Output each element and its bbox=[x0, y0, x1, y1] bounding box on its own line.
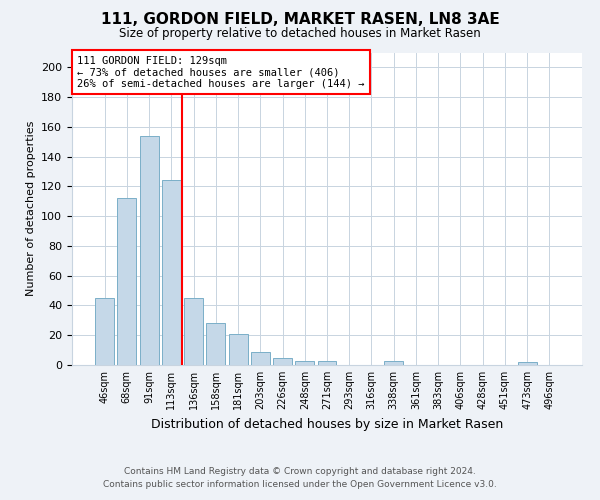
Text: 111, GORDON FIELD, MARKET RASEN, LN8 3AE: 111, GORDON FIELD, MARKET RASEN, LN8 3AE bbox=[101, 12, 499, 28]
Text: 111 GORDON FIELD: 129sqm
← 73% of detached houses are smaller (406)
26% of semi-: 111 GORDON FIELD: 129sqm ← 73% of detach… bbox=[77, 56, 365, 89]
Bar bbox=[518, 362, 536, 365]
Bar bbox=[118, 198, 136, 365]
Y-axis label: Number of detached properties: Number of detached properties bbox=[26, 121, 35, 296]
Bar bbox=[162, 180, 181, 365]
Bar bbox=[229, 334, 248, 365]
Text: Contains HM Land Registry data © Crown copyright and database right 2024.
Contai: Contains HM Land Registry data © Crown c… bbox=[103, 467, 497, 489]
Bar bbox=[273, 358, 292, 365]
Bar bbox=[140, 136, 158, 365]
Bar bbox=[384, 360, 403, 365]
Bar bbox=[95, 298, 114, 365]
Bar bbox=[251, 352, 270, 365]
Bar bbox=[295, 360, 314, 365]
X-axis label: Distribution of detached houses by size in Market Rasen: Distribution of detached houses by size … bbox=[151, 418, 503, 430]
Bar bbox=[206, 324, 225, 365]
Text: Size of property relative to detached houses in Market Rasen: Size of property relative to detached ho… bbox=[119, 28, 481, 40]
Bar bbox=[184, 298, 203, 365]
Bar bbox=[317, 360, 337, 365]
